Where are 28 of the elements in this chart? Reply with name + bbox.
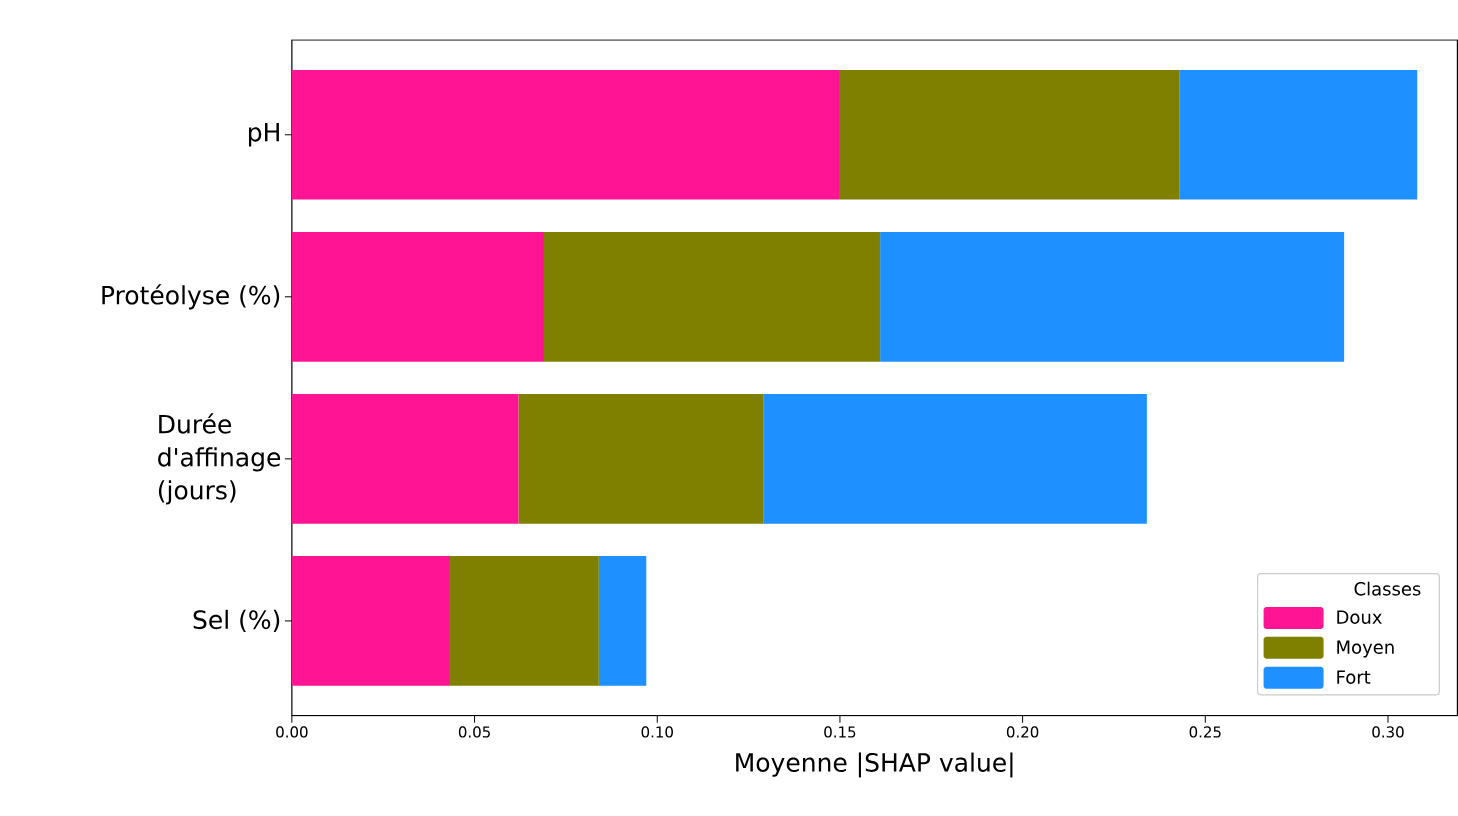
x-tick-label: 0.10 [641,726,673,738]
bar [518,394,764,524]
bar [291,232,544,362]
x-tick-label: 0.05 [458,726,490,738]
bar [598,556,647,686]
x-tick-label: 0.15 [824,726,856,738]
x-tick-label: 0.00 [276,726,308,738]
bar [291,394,519,524]
bar [543,232,881,362]
bar [839,70,1180,200]
y-tick-label: Durée d'affinage (jours) [158,413,281,505]
x-tick-label: 0.20 [1006,726,1039,738]
bar [763,394,1147,524]
y-tick-label: Protéolyse (%) [102,284,280,310]
legend-label: Doux [1337,610,1382,625]
x-tick-label: 0.30 [1372,726,1404,738]
legend-label: Moyen [1337,640,1394,658]
y-tick-label: Sel (%) [193,609,280,633]
bar [291,70,840,200]
legend-label: Fort [1337,670,1371,685]
bar [880,232,1345,362]
bar [291,556,449,686]
x-tick-label: 0.25 [1189,726,1221,738]
x-axis-title: Moyenne |SHAP value| [736,752,1013,778]
legend-title: Classes [1354,581,1421,596]
bar [449,556,599,686]
y-tick-label: pH [248,123,279,147]
bar [1179,70,1418,200]
